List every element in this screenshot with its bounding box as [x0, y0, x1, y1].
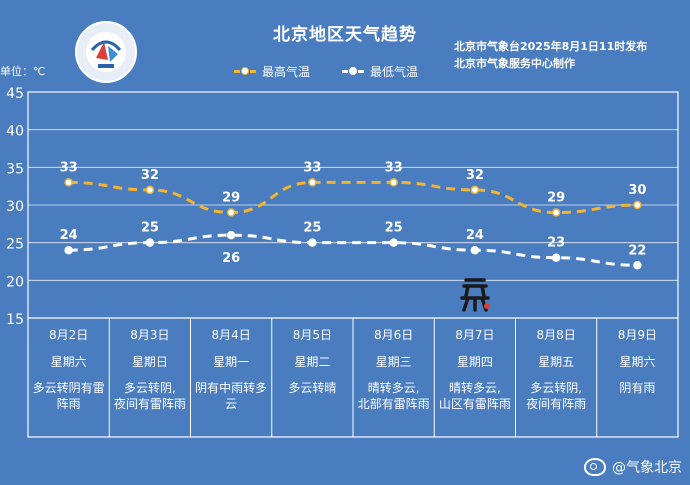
series-high-point [633, 200, 642, 210]
condition-label: 多云转阴,夜间有雷阵雨 [114, 380, 186, 411]
series-low-point [226, 230, 236, 240]
weekday-label: 星期六 [619, 355, 655, 369]
date-label: 8月6日 [374, 328, 413, 342]
series-low-point [389, 238, 398, 247]
series-high-data-label: 29 [222, 191, 240, 206]
publisher-line-2: 北京市气象服务中心制作 [454, 57, 575, 70]
date-label: 8月7日 [455, 328, 494, 342]
series-low-data-label: 25 [141, 221, 159, 236]
series-high-line [68, 180, 638, 215]
weather-character-stamp [460, 278, 490, 312]
condition-label: 晴转多云,山区有雷阵雨 [439, 380, 511, 411]
series-high-point [64, 178, 73, 187]
publisher-line-1: 北京市气象台2025年8月1日11时发布 [454, 40, 648, 53]
y-tick-label: 15 [6, 312, 24, 328]
y-tick-label: 20 [6, 274, 24, 290]
condition-label: 多云转晴 [288, 380, 336, 395]
y-tick-label: 35 [6, 161, 24, 177]
y-tick-label: 40 [6, 124, 24, 140]
legend-low: 最低气温 [342, 63, 418, 80]
condition-label: 多云转阴,夜间有阵雨 [526, 380, 586, 411]
series-high-data-label: 33 [60, 160, 78, 175]
weekday-label: 星期三 [376, 355, 412, 369]
series-high-data-label: 29 [547, 191, 565, 206]
legend-high-swatch [234, 67, 256, 75]
series-high-data-label: 33 [303, 160, 321, 175]
series-low-line [68, 233, 638, 267]
weibo-icon [584, 458, 606, 476]
series-low-point [64, 245, 73, 255]
condition-label: 多云转阴有雷阵雨 [33, 380, 105, 411]
weekday-label: 星期四 [457, 355, 493, 369]
weekday-label: 星期一 [213, 355, 249, 369]
series-high-point [551, 208, 561, 217]
series-high-point [308, 178, 317, 187]
y-tick-label: 30 [6, 199, 24, 215]
weekday-label: 星期六 [51, 355, 87, 369]
y-tick-label: 25 [6, 237, 24, 253]
series-high-point [226, 208, 236, 217]
series-low-point [308, 238, 317, 247]
weekday-label: 星期日 [132, 355, 168, 369]
series-high-data-label: 33 [385, 160, 403, 175]
series-low-data-label: 23 [547, 236, 565, 251]
series-high-data-label: 32 [141, 168, 159, 183]
condition-label: 阴有中雨转多云 [195, 380, 267, 411]
meteorological-service-logo [75, 21, 137, 83]
legend-high-label: 最高气温 [262, 65, 311, 79]
legend-high: 最高气温 [234, 63, 310, 80]
series-low-point [551, 253, 561, 262]
date-label: 8月5日 [293, 328, 332, 342]
page-title: 北京地区天气趋势 [273, 25, 417, 45]
legend-low-swatch [342, 67, 364, 75]
series-low-data-label: 24 [466, 228, 484, 243]
date-label: 8月8日 [536, 328, 575, 342]
footer-source-text: @气象北京 [612, 460, 682, 476]
condition-label: 阴有雨 [619, 381, 655, 395]
series-high-point [389, 178, 398, 187]
condition-label: 晴转多云,北部有雷阵雨 [358, 380, 430, 411]
publisher-info: 北京市气象台2025年8月1日11时发布 北京市气象服务中心制作 [454, 38, 647, 72]
series-low-data-label: 24 [60, 228, 78, 243]
y-tick-label: 45 [6, 86, 24, 102]
unit-label: 单位：℃ [0, 65, 46, 78]
legend-low-label: 最低气温 [370, 65, 419, 79]
series-low-point [470, 245, 480, 255]
weekday-label: 星期二 [294, 355, 330, 369]
date-label: 8月9日 [618, 328, 657, 342]
series-low-data-label: 22 [628, 243, 646, 258]
series-low-data-label: 26 [222, 251, 240, 266]
date-label: 8月3日 [130, 328, 169, 342]
series-low-point [145, 238, 155, 247]
weekday-label: 星期五 [538, 355, 574, 369]
series-high-point [470, 185, 480, 195]
series-low-point [633, 261, 642, 270]
series-low-data-label: 25 [385, 221, 403, 236]
series-low-data-label: 25 [303, 221, 321, 236]
series-high-data-label: 32 [466, 168, 484, 183]
date-label: 8月2日 [49, 328, 88, 342]
series-high-point [145, 185, 155, 195]
footer-source: @气象北京 [584, 457, 682, 477]
date-label: 8月4日 [211, 328, 250, 342]
series-high-data-label: 30 [628, 183, 646, 198]
